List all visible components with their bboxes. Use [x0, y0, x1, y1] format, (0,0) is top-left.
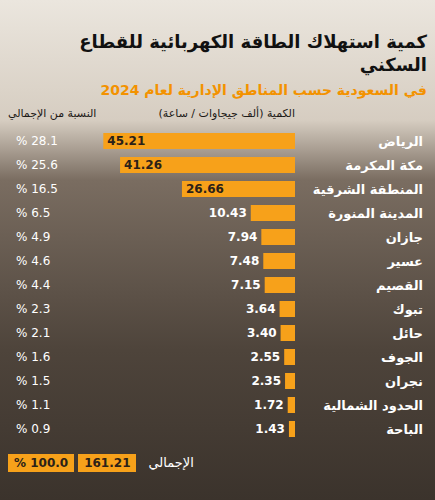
- svg-text:7.94: 7.94: [228, 230, 258, 244]
- svg-text:45.21: 45.21: [107, 134, 145, 148]
- svg-text:7.15: 7.15: [231, 278, 261, 292]
- svg-text:تبوك: تبوك: [393, 302, 423, 317]
- html-text:161.21: 161.21: [84, 456, 131, 470]
- html-text:% 100.0: % 100.0: [14, 456, 69, 470]
- html-text:النسبة من الإجمالي: النسبة من الإجمالي: [8, 107, 97, 120]
- svg-text:10.43: 10.43: [209, 206, 247, 220]
- svg-text:الباحة: الباحة: [386, 422, 423, 437]
- svg-text:% 1.1: % 1.1: [16, 398, 50, 412]
- svg-text:عسير: عسير: [386, 254, 423, 269]
- svg-text:مكة المكرمة: مكة المكرمة: [345, 158, 423, 173]
- svg-text:% 16.5: % 16.5: [16, 182, 58, 196]
- svg-text:الرياض: الرياض: [378, 134, 423, 149]
- svg-text:% 28.1: % 28.1: [16, 134, 58, 148]
- svg-text:% 2.1: % 2.1: [16, 326, 50, 340]
- svg-text:7.48: 7.48: [230, 254, 260, 268]
- svg-text:% 0.9: % 0.9: [16, 422, 50, 436]
- svg-text:26.66: 26.66: [186, 182, 224, 196]
- html-text:الكمية (ألف جيجاوات / ساعة): الكمية (ألف جيجاوات / ساعة): [158, 107, 295, 120]
- svg-text:المدينة المنورة: المدينة المنورة: [328, 206, 423, 221]
- svg-text:نجران: نجران: [385, 374, 423, 389]
- svg-text:الحدود الشمالية: الحدود الشمالية: [323, 398, 423, 413]
- svg-text:2.55: 2.55: [251, 350, 281, 364]
- svg-text:جازان: جازان: [386, 230, 423, 245]
- svg-text:1.72: 1.72: [254, 398, 284, 412]
- svg-text:2.35: 2.35: [251, 374, 281, 388]
- svg-text:1.43: 1.43: [255, 422, 285, 436]
- html-text:الإجمالي: الإجمالي: [148, 455, 194, 471]
- svg-text:% 6.5: % 6.5: [16, 206, 50, 220]
- html-text:في السعودية حسب المناطق الإدار: في السعودية حسب المناطق الإدارية لعام 20…: [100, 81, 427, 98]
- svg-text:% 1.5: % 1.5: [16, 374, 50, 388]
- svg-text:% 25.6: % 25.6: [16, 158, 58, 172]
- svg-text:القصيم: القصيم: [376, 278, 423, 293]
- svg-text:3.40: 3.40: [247, 326, 277, 340]
- svg-text:المنطقة الشرقية: المنطقة الشرقية: [313, 182, 423, 197]
- svg-text:% 4.9: % 4.9: [16, 230, 50, 244]
- svg-text:% 2.3: % 2.3: [16, 302, 50, 316]
- html-text:كمية استهلاك الطاقة الكهربائية: كمية استهلاك الطاقة الكهربائية للقطاع ال…: [79, 31, 427, 76]
- svg-text:41.26: 41.26: [124, 158, 162, 172]
- svg-text:% 1.6: % 1.6: [16, 350, 50, 364]
- svg-text:الجوف: الجوف: [381, 350, 423, 365]
- svg-text:حائل: حائل: [392, 326, 423, 341]
- svg-text:% 4.4: % 4.4: [16, 278, 50, 292]
- svg-text:3.64: 3.64: [246, 302, 276, 316]
- svg-text:% 4.6: % 4.6: [16, 254, 50, 268]
